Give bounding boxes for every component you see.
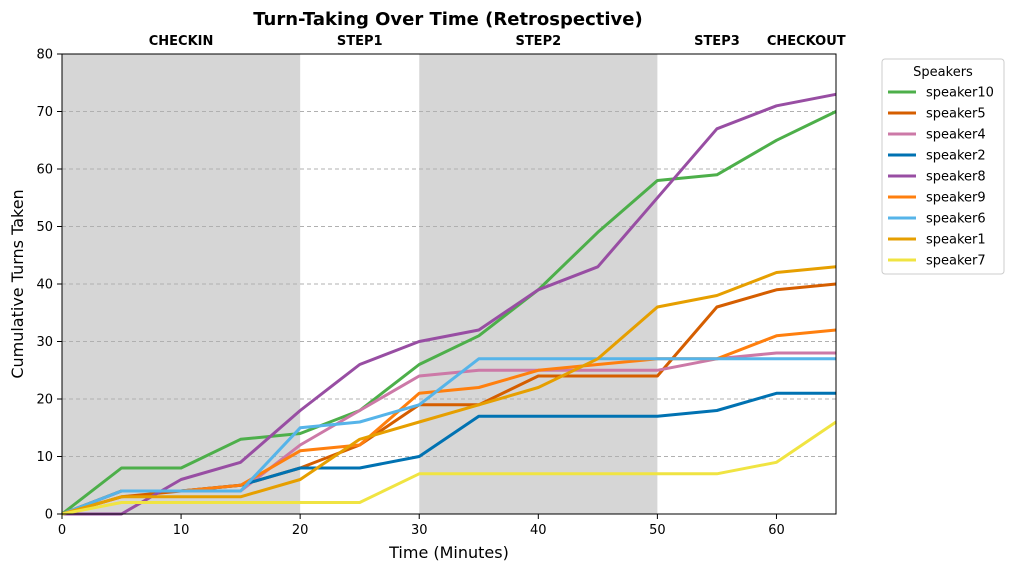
phase-label-step3: STEP3	[694, 34, 740, 49]
y-tick-label: 20	[36, 393, 53, 408]
y-tick-label: 10	[36, 450, 53, 465]
legend-label-speaker1: speaker1	[926, 233, 986, 248]
y-tick-label: 50	[36, 220, 53, 235]
x-tick-label: 40	[530, 523, 547, 538]
y-tick-label: 30	[36, 335, 53, 350]
legend-items: speaker10 speaker5 speaker4 speaker2 speaker…	[888, 86, 994, 269]
x-tick-label: 0	[58, 523, 66, 538]
y-axis-ticks: 0 10 20 30 40 50 60 70 80	[36, 48, 62, 523]
chart-title: Turn-Taking Over Time (Retrospective)	[253, 9, 642, 30]
legend-label-speaker2: speaker2	[926, 149, 986, 164]
legend-title: Speakers	[913, 65, 973, 80]
legend-label-speaker8: speaker8	[926, 170, 986, 185]
y-tick-label: 80	[36, 48, 53, 63]
x-axis-ticks: 0 10 20 30 40 50 60	[58, 514, 785, 538]
series-line-speaker10	[61, 110, 837, 516]
y-tick-label: 40	[36, 278, 53, 293]
series-lines	[61, 92, 837, 516]
legend-label-speaker10: speaker10	[926, 86, 994, 101]
x-tick-label: 10	[173, 523, 190, 538]
x-tick-label: 30	[411, 523, 428, 538]
series-line-speaker7	[61, 420, 837, 516]
phase-labels: CHECKIN STEP1 STEP2 STEP3 CHECKOUT	[149, 34, 846, 49]
phase-label-step2: STEP2	[515, 34, 561, 49]
grid-lines	[62, 111, 836, 457]
legend-label-speaker4: speaker4	[926, 128, 986, 143]
series-line-speaker1	[61, 265, 837, 516]
legend: Speakers speaker10speaker5speaker4speake…	[881, 58, 1005, 275]
x-tick-label: 60	[768, 523, 785, 538]
legend-label-speaker5: speaker5	[926, 107, 986, 122]
series-line-speaker6	[61, 357, 836, 516]
y-axis-label: Cumulative Turns Taken	[8, 189, 27, 378]
phase-label-step1: STEP1	[337, 34, 383, 49]
legend-label-speaker6: speaker6	[926, 212, 986, 227]
legend-label-speaker9: speaker9	[926, 191, 986, 206]
y-tick-label: 60	[36, 163, 53, 178]
x-tick-label: 50	[649, 523, 666, 538]
y-tick-label: 0	[45, 508, 53, 523]
y-tick-label: 70	[36, 105, 53, 120]
x-tick-label: 20	[292, 523, 309, 538]
x-axis-label: Time (Minutes)	[388, 543, 509, 562]
phase-label-checkin: CHECKIN	[149, 34, 214, 49]
phase-label-checkout: CHECKOUT	[767, 34, 846, 49]
series-line-speaker8	[62, 92, 837, 516]
legend-label-speaker7: speaker7	[926, 254, 986, 269]
